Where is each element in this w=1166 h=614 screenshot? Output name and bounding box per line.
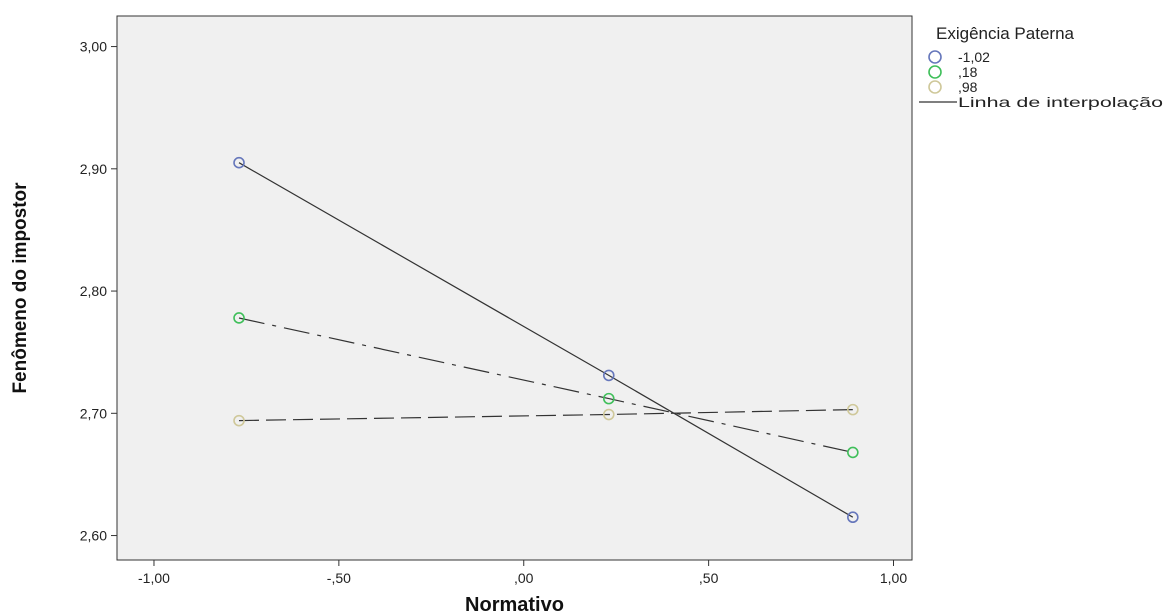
legend-marker [929,51,941,63]
x-tick-label: -1,00 [138,570,170,586]
x-axis-title: Normativo [465,594,564,614]
y-tick-label: 2,90 [80,161,107,177]
y-axis-title: Fenômeno do impostor [10,182,31,394]
x-tick-label: ,00 [514,570,534,586]
x-tick-label: 1,00 [880,570,907,586]
x-tick-label: ,50 [699,570,719,586]
legend-label: ,18 [958,64,978,80]
y-tick-label: 3,00 [80,39,107,55]
y-tick-label: 2,80 [80,283,107,299]
legend-marker [929,81,941,93]
legend-marker [929,66,941,78]
x-tick-label: -,50 [327,570,351,586]
legend-items: -1,02,18,98 [929,49,990,95]
legend: Exigência Paterna -1,02,18,98 Linha de i… [919,24,1163,110]
y-tick-label: 2,60 [80,528,107,544]
legend-title: Exigência Paterna [936,24,1075,43]
x-axis: -1,00 -,50 ,00 ,50 1,00 [138,560,907,586]
y-axis: 2,60 2,70 2,80 2,90 3,00 [80,39,117,544]
legend-interpolation-label: Linha de interpolação [958,94,1163,110]
legend-label: ,98 [958,79,978,95]
y-tick-label: 2,70 [80,405,107,421]
plot-area [117,16,912,560]
legend-label: -1,02 [958,49,990,65]
